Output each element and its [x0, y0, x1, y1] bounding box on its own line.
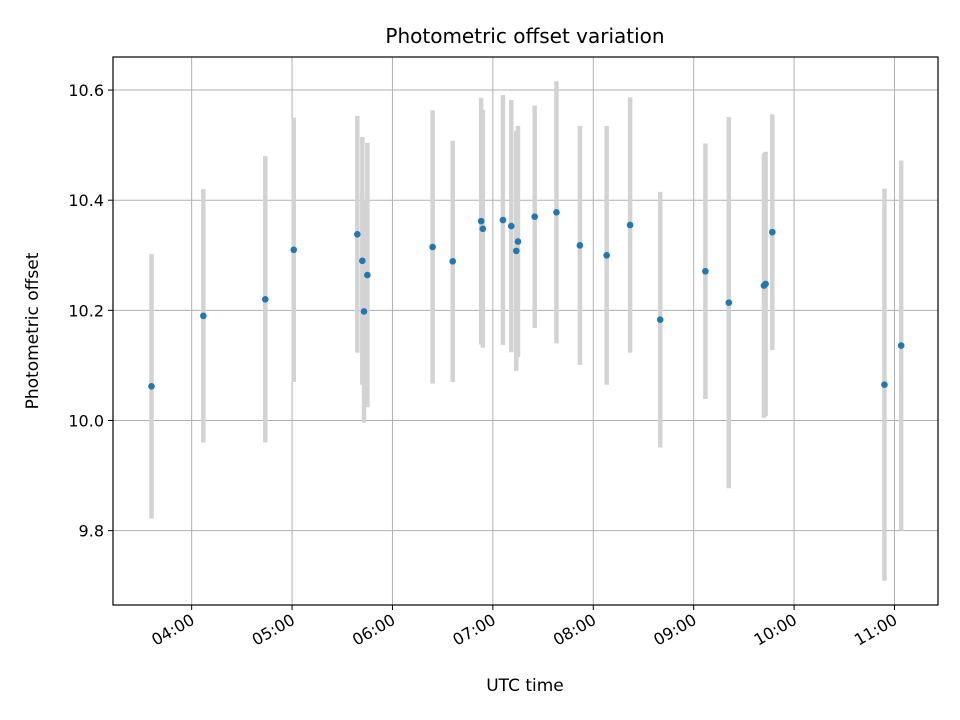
data-point: [479, 225, 487, 233]
data-point: [499, 216, 507, 224]
data-point: [881, 381, 888, 388]
data-point: [290, 246, 298, 254]
data-point: [725, 299, 733, 306]
data-point: [477, 217, 485, 225]
data-point: [261, 296, 269, 303]
data-point: [429, 243, 436, 251]
data-point: [512, 247, 520, 255]
data-point: [507, 222, 515, 230]
data-point: [359, 257, 366, 265]
data-point: [603, 251, 610, 259]
y-tick-label: 9.8: [79, 522, 104, 541]
y-axis-label: Photometric offset: [23, 252, 43, 409]
data-point: [449, 258, 457, 265]
data-point: [553, 209, 560, 216]
y-tick-label: 10.6: [68, 81, 104, 100]
data-point: [364, 271, 371, 279]
data-point: [514, 238, 522, 245]
data-point: [148, 383, 155, 390]
y-tick-label: 10.0: [68, 411, 104, 430]
x-axis-label: UTC time: [486, 676, 564, 696]
plot-frame: [112, 56, 939, 606]
data-point: [354, 231, 361, 238]
data-point: [656, 316, 664, 324]
grid: [113, 57, 938, 605]
chart-title: Photometric offset variation: [385, 24, 664, 48]
data-point: [360, 308, 368, 315]
data-point: [897, 342, 905, 349]
data-point: [702, 267, 709, 275]
data-point: [200, 312, 207, 320]
data-points: [148, 209, 905, 390]
data-point: [626, 221, 634, 229]
data-point: [769, 228, 776, 236]
y-tick-label: 10.4: [68, 191, 104, 210]
data-point: [576, 242, 584, 249]
data-point: [762, 280, 769, 288]
y-tick-label: 10.2: [68, 301, 104, 320]
data-point: [531, 213, 539, 221]
